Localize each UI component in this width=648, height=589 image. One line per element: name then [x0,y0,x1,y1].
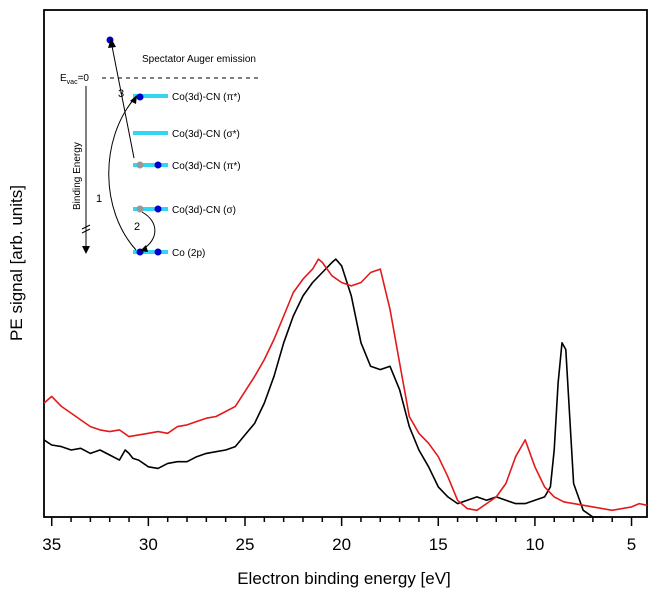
series-layer [43,258,648,518]
axis-break-mark [81,228,91,234]
x-tick-label: 5 [627,535,636,554]
x-tick-label: 10 [525,535,544,554]
step-label-1: 1 [96,193,102,205]
electron-dot [154,248,162,256]
auger-arrowhead [108,38,116,48]
hole-dot [136,205,144,213]
series-line-2 [43,258,648,512]
level-label: Co(3d)-CN (σ) [172,205,236,216]
transition-arrow-1 [108,98,137,251]
x-tick-label: 35 [42,535,61,554]
electron-dot [154,205,162,213]
transition-arrow-2 [141,211,156,250]
electron-dot [136,93,144,101]
binding-energy-arrowhead [82,246,90,254]
step-label-2: 2 [134,221,140,233]
energy-level-diagram: Evac=0 Binding Energy Co(3d)-CN (π*) Co(… [60,36,262,259]
x-axis-label: Electron binding energy [eV] [237,569,451,588]
x-tick-label: 15 [429,535,448,554]
hole-dot [136,161,144,169]
transition-arrowhead-2 [140,245,148,252]
electron-dot [154,161,162,169]
auger-label: Spectator Auger emission [142,54,256,65]
level-label: Co(3d)-CN (σ*) [172,129,240,140]
series-line-1 [43,258,603,518]
auger-emission-arrow [111,45,135,159]
axis-break-mark [81,224,91,230]
binding-energy-label: Binding Energy [72,142,83,210]
level-label: Co (2p) [172,248,205,259]
x-tick-label: 25 [236,535,255,554]
level-label: Co(3d)-CN (π*) [172,92,241,103]
y-axis-label: PE signal [arb. units] [7,185,26,341]
step-label-3: 3 [118,88,124,100]
x-tick-label: 30 [139,535,158,554]
evac-label: Evac=0 [60,73,89,86]
plot-frame [43,9,648,518]
x-tick-label: 20 [332,535,351,554]
level-label: Co(3d)-CN (π*) [172,161,241,172]
transition-arrowhead-1 [130,95,137,104]
x-axis: 35 30 25 20 15 10 5 [42,517,636,554]
